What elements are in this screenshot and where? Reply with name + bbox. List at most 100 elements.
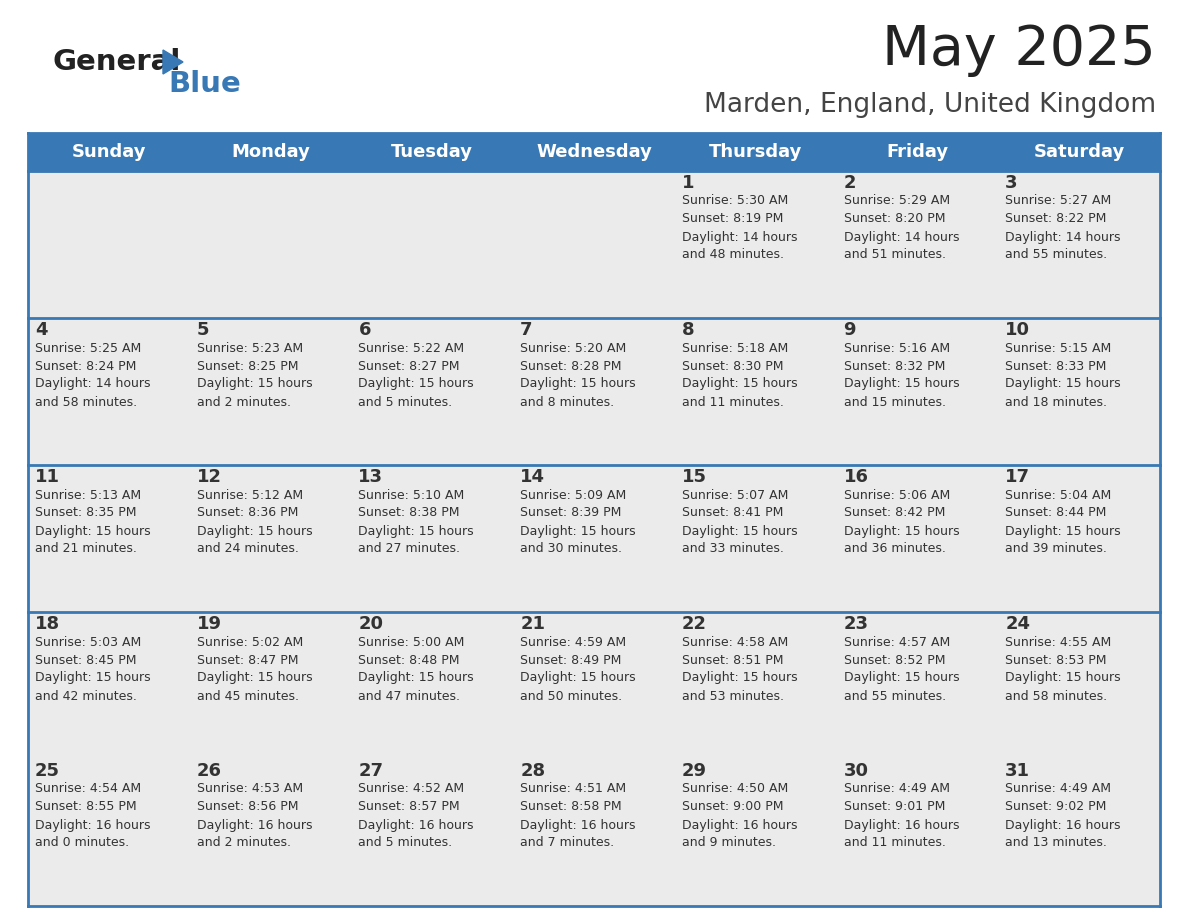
Text: Sunrise: 4:52 AM: Sunrise: 4:52 AM bbox=[359, 782, 465, 796]
Text: Sunset: 8:35 PM: Sunset: 8:35 PM bbox=[34, 507, 137, 520]
Text: Daylight: 15 hours: Daylight: 15 hours bbox=[359, 377, 474, 390]
Text: and 7 minutes.: and 7 minutes. bbox=[520, 836, 614, 849]
Text: Daylight: 15 hours: Daylight: 15 hours bbox=[1005, 671, 1121, 685]
Text: 31: 31 bbox=[1005, 762, 1030, 780]
Text: Sunrise: 5:04 AM: Sunrise: 5:04 AM bbox=[1005, 488, 1112, 501]
Text: and 50 minutes.: and 50 minutes. bbox=[520, 689, 623, 702]
Text: Blue: Blue bbox=[168, 70, 241, 98]
Text: Sunset: 9:01 PM: Sunset: 9:01 PM bbox=[843, 800, 944, 813]
Text: Daylight: 15 hours: Daylight: 15 hours bbox=[843, 524, 959, 538]
Bar bbox=[998, 612, 1159, 759]
Text: Sunrise: 5:10 AM: Sunrise: 5:10 AM bbox=[359, 488, 465, 501]
Text: and 42 minutes.: and 42 minutes. bbox=[34, 689, 137, 702]
Text: 24: 24 bbox=[1005, 615, 1030, 633]
Text: Sunrise: 5:07 AM: Sunrise: 5:07 AM bbox=[682, 488, 788, 501]
Text: 8: 8 bbox=[682, 321, 695, 339]
Text: Daylight: 14 hours: Daylight: 14 hours bbox=[34, 377, 151, 390]
Text: Sunset: 8:56 PM: Sunset: 8:56 PM bbox=[197, 800, 298, 813]
Text: Sunset: 8:28 PM: Sunset: 8:28 PM bbox=[520, 360, 621, 373]
Text: Daylight: 15 hours: Daylight: 15 hours bbox=[520, 377, 636, 390]
Text: Daylight: 15 hours: Daylight: 15 hours bbox=[1005, 377, 1121, 390]
Bar bbox=[998, 318, 1159, 465]
Text: Saturday: Saturday bbox=[1034, 143, 1125, 161]
Text: and 5 minutes.: and 5 minutes. bbox=[359, 396, 453, 409]
Bar bbox=[190, 465, 352, 612]
Text: Sunset: 8:25 PM: Sunset: 8:25 PM bbox=[197, 360, 298, 373]
Bar bbox=[836, 612, 998, 759]
Text: and 11 minutes.: and 11 minutes. bbox=[682, 396, 784, 409]
Text: Daylight: 14 hours: Daylight: 14 hours bbox=[1005, 230, 1120, 243]
Text: Sunrise: 5:00 AM: Sunrise: 5:00 AM bbox=[359, 635, 465, 648]
Text: Daylight: 16 hours: Daylight: 16 hours bbox=[34, 819, 151, 832]
Bar bbox=[998, 759, 1159, 906]
Text: 10: 10 bbox=[1005, 321, 1030, 339]
Text: 6: 6 bbox=[359, 321, 371, 339]
Text: 18: 18 bbox=[34, 615, 61, 633]
Text: 14: 14 bbox=[520, 468, 545, 486]
Bar bbox=[352, 465, 513, 612]
Text: Daylight: 15 hours: Daylight: 15 hours bbox=[682, 377, 797, 390]
Bar bbox=[513, 171, 675, 318]
Text: Daylight: 16 hours: Daylight: 16 hours bbox=[843, 819, 959, 832]
Text: and 0 minutes.: and 0 minutes. bbox=[34, 836, 129, 849]
Text: Daylight: 14 hours: Daylight: 14 hours bbox=[682, 230, 797, 243]
Text: Sunrise: 5:15 AM: Sunrise: 5:15 AM bbox=[1005, 341, 1112, 354]
Text: 29: 29 bbox=[682, 762, 707, 780]
Text: and 21 minutes.: and 21 minutes. bbox=[34, 543, 137, 555]
Text: and 13 minutes.: and 13 minutes. bbox=[1005, 836, 1107, 849]
Text: Sunrise: 4:57 AM: Sunrise: 4:57 AM bbox=[843, 635, 950, 648]
Text: and 53 minutes.: and 53 minutes. bbox=[682, 689, 784, 702]
Bar bbox=[29, 318, 190, 465]
Text: 28: 28 bbox=[520, 762, 545, 780]
Text: Sunset: 8:20 PM: Sunset: 8:20 PM bbox=[843, 212, 946, 226]
Text: Sunset: 8:48 PM: Sunset: 8:48 PM bbox=[359, 654, 460, 666]
Text: Daylight: 16 hours: Daylight: 16 hours bbox=[682, 819, 797, 832]
Bar bbox=[675, 612, 836, 759]
Text: and 39 minutes.: and 39 minutes. bbox=[1005, 543, 1107, 555]
Bar bbox=[998, 465, 1159, 612]
Text: Wednesday: Wednesday bbox=[536, 143, 652, 161]
Bar bbox=[675, 465, 836, 612]
Text: Sunrise: 5:02 AM: Sunrise: 5:02 AM bbox=[197, 635, 303, 648]
Text: and 24 minutes.: and 24 minutes. bbox=[197, 543, 298, 555]
Text: Daylight: 15 hours: Daylight: 15 hours bbox=[359, 671, 474, 685]
Text: Daylight: 15 hours: Daylight: 15 hours bbox=[682, 524, 797, 538]
Text: and 27 minutes.: and 27 minutes. bbox=[359, 543, 461, 555]
Text: 13: 13 bbox=[359, 468, 384, 486]
Text: Sunset: 8:49 PM: Sunset: 8:49 PM bbox=[520, 654, 621, 666]
Text: Sunrise: 5:22 AM: Sunrise: 5:22 AM bbox=[359, 341, 465, 354]
Bar bbox=[513, 612, 675, 759]
Text: Sunrise: 5:25 AM: Sunrise: 5:25 AM bbox=[34, 341, 141, 354]
Text: 25: 25 bbox=[34, 762, 61, 780]
Text: Sunrise: 4:49 AM: Sunrise: 4:49 AM bbox=[1005, 782, 1111, 796]
Text: and 8 minutes.: and 8 minutes. bbox=[520, 396, 614, 409]
Bar bbox=[352, 759, 513, 906]
Bar bbox=[29, 133, 1159, 171]
Text: Sunset: 8:57 PM: Sunset: 8:57 PM bbox=[359, 800, 460, 813]
Text: Sunrise: 4:54 AM: Sunrise: 4:54 AM bbox=[34, 782, 141, 796]
Bar bbox=[675, 318, 836, 465]
Text: Sunrise: 5:23 AM: Sunrise: 5:23 AM bbox=[197, 341, 303, 354]
Text: Sunset: 8:45 PM: Sunset: 8:45 PM bbox=[34, 654, 137, 666]
Text: 26: 26 bbox=[197, 762, 222, 780]
Text: and 51 minutes.: and 51 minutes. bbox=[843, 249, 946, 262]
Text: Sunset: 9:02 PM: Sunset: 9:02 PM bbox=[1005, 800, 1107, 813]
Text: 9: 9 bbox=[843, 321, 857, 339]
Text: Sunset: 8:44 PM: Sunset: 8:44 PM bbox=[1005, 507, 1107, 520]
Text: 16: 16 bbox=[843, 468, 868, 486]
Text: 5: 5 bbox=[197, 321, 209, 339]
Bar bbox=[29, 465, 190, 612]
Text: Sunrise: 5:03 AM: Sunrise: 5:03 AM bbox=[34, 635, 141, 648]
Text: Sunrise: 5:06 AM: Sunrise: 5:06 AM bbox=[843, 488, 950, 501]
Text: and 33 minutes.: and 33 minutes. bbox=[682, 543, 784, 555]
Text: 17: 17 bbox=[1005, 468, 1030, 486]
Text: Sunday: Sunday bbox=[71, 143, 146, 161]
Text: and 11 minutes.: and 11 minutes. bbox=[843, 836, 946, 849]
Text: Sunset: 8:24 PM: Sunset: 8:24 PM bbox=[34, 360, 137, 373]
Text: Sunset: 8:22 PM: Sunset: 8:22 PM bbox=[1005, 212, 1107, 226]
Bar bbox=[836, 318, 998, 465]
Text: and 5 minutes.: and 5 minutes. bbox=[359, 836, 453, 849]
Text: 7: 7 bbox=[520, 321, 532, 339]
Text: Sunset: 8:51 PM: Sunset: 8:51 PM bbox=[682, 654, 783, 666]
Bar bbox=[998, 171, 1159, 318]
